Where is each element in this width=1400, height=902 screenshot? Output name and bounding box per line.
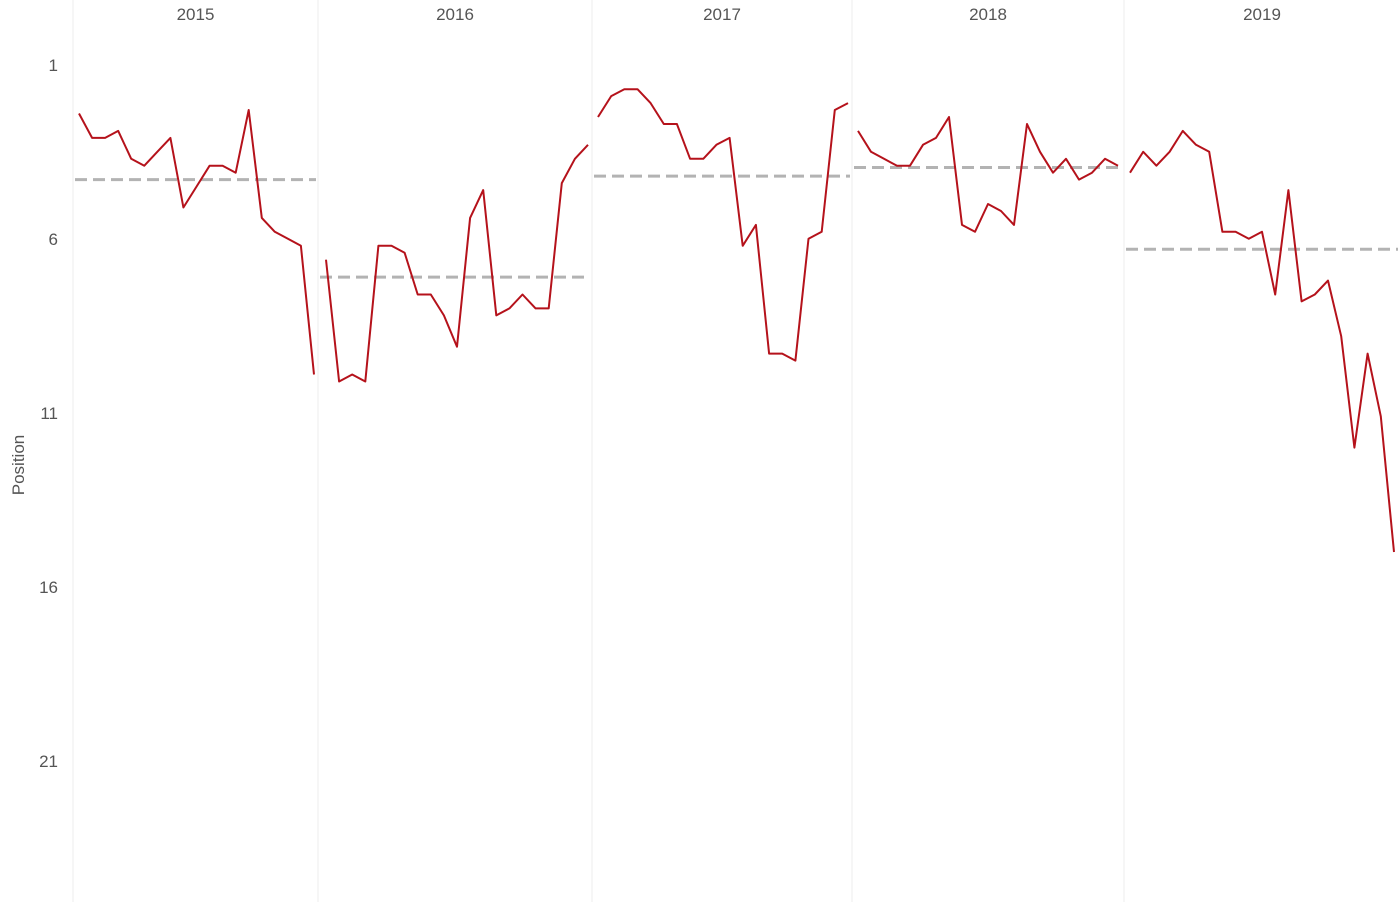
facet-2015: 2015 [75, 5, 316, 375]
y-tick-label: 21 [39, 752, 58, 771]
facet-2017: 2017 [594, 5, 850, 362]
year-label: 2016 [436, 5, 474, 24]
year-facets: 2015 2016 2017 2018 2019 [75, 5, 1398, 553]
year-label: 2017 [703, 5, 741, 24]
series-line-2017 [597, 88, 849, 362]
y-tick-label: 11 [40, 404, 58, 423]
facet-2018: 2018 [854, 5, 1122, 233]
series-line-2016 [325, 144, 589, 383]
facet-dividers [72, 0, 1125, 902]
year-label: 2015 [177, 5, 215, 24]
series-line-2018 [857, 116, 1119, 233]
year-label: 2018 [969, 5, 1007, 24]
year-label: 2019 [1243, 5, 1281, 24]
facet-2016: 2016 [320, 5, 590, 383]
y-tick-label: 16 [39, 578, 58, 597]
facet-2019: 2019 [1126, 5, 1398, 553]
series-line-2015 [78, 109, 315, 375]
y-tick-label: 6 [49, 230, 58, 249]
y-axis-title: Position [9, 435, 28, 495]
y-tick-label: 1 [49, 56, 58, 75]
series-line-2019 [1129, 129, 1395, 553]
